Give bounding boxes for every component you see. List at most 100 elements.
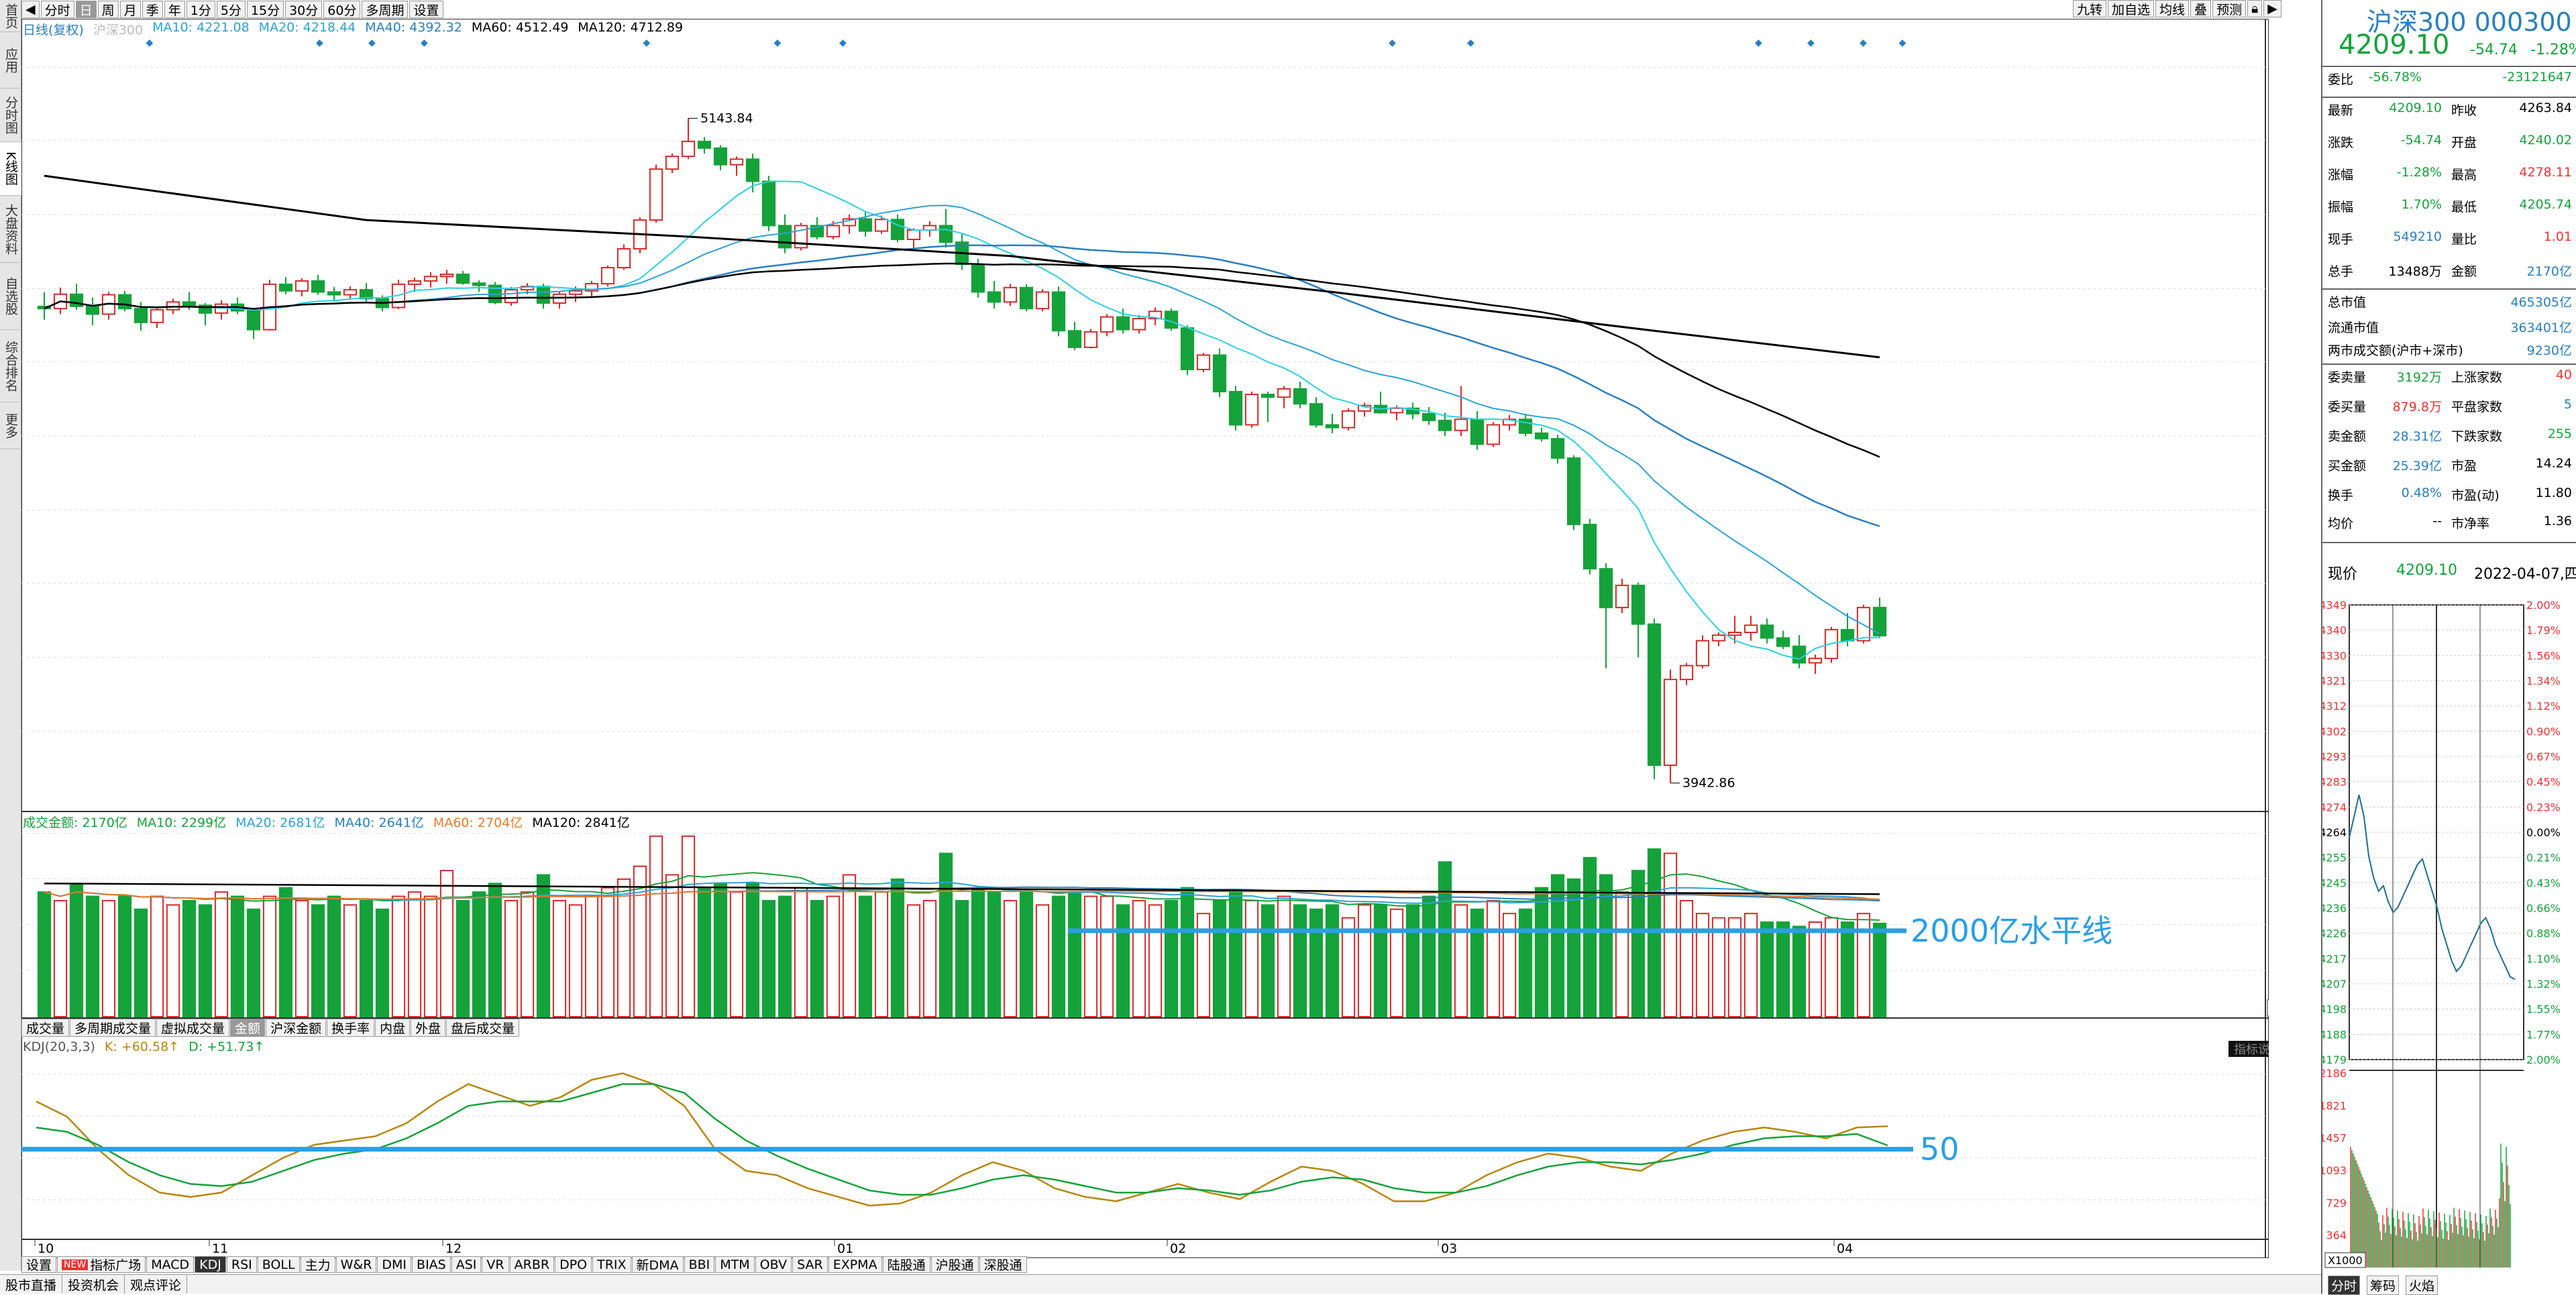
sub-tab-6[interactable]: 内盘 bbox=[375, 1019, 411, 1037]
indicator-tab-4[interactable]: RSI bbox=[226, 1256, 257, 1273]
indicator-tab-23[interactable]: 深股通 bbox=[979, 1256, 1027, 1273]
period-1[interactable]: 日 bbox=[75, 1, 97, 18]
period-5[interactable]: 年 bbox=[164, 1, 185, 18]
intraday-mini-chart[interactable]: 4349 2.00% 4340 1.79% 4330 1.56% 4321 1.34% 4312… bbox=[2322, 590, 2576, 1274]
back-arrow-icon[interactable]: ◀ bbox=[21, 1, 40, 18]
candle bbox=[455, 271, 470, 285]
sidebar-item-0[interactable]: 首页 bbox=[0, 0, 21, 32]
indicator-tab-6[interactable]: 主力 bbox=[300, 1256, 335, 1273]
candle-body bbox=[1003, 286, 1018, 303]
period-8[interactable]: 15分 bbox=[246, 1, 284, 18]
event-marker-icon[interactable]: ◆ bbox=[421, 38, 428, 48]
event-marker-icon[interactable]: ◆ bbox=[1807, 38, 1815, 48]
sub-tab-8[interactable]: 盘后成交量 bbox=[446, 1019, 520, 1037]
kdj-help-button[interactable] bbox=[2229, 1041, 2269, 1057]
event-marker-icon[interactable]: ◆ bbox=[1860, 38, 1867, 48]
indicator-tab-5[interactable]: BOLL bbox=[257, 1256, 300, 1273]
period-0[interactable]: 分时 bbox=[40, 1, 74, 18]
indicator-tab-1[interactable]: NEW 指标广场 bbox=[57, 1256, 146, 1273]
footer-btn-2[interactable]: 观点评论 bbox=[125, 1275, 188, 1294]
sub-tab-4[interactable]: 沪深金额 bbox=[266, 1019, 327, 1037]
period-9[interactable]: 30分 bbox=[285, 1, 323, 18]
period-11[interactable]: 多周期 bbox=[362, 1, 409, 18]
indicator-tab-3[interactable]: KDJ bbox=[195, 1256, 226, 1273]
indicator-tab-21[interactable]: 陆股通 bbox=[882, 1256, 930, 1273]
period-10[interactable]: 60分 bbox=[323, 1, 361, 18]
volume-legend-5: MA120: 2841亿 bbox=[532, 815, 630, 830]
event-marker-icon[interactable]: ◆ bbox=[316, 38, 323, 48]
top-right-btn-1[interactable]: 加自选 bbox=[2108, 0, 2155, 17]
indicator-tab-0[interactable]: 设置 bbox=[21, 1256, 57, 1273]
top-right-btn-0[interactable]: 九转 bbox=[2073, 0, 2107, 17]
sub-tab-5[interactable]: 换手率 bbox=[327, 1019, 375, 1037]
indicator-tab-19[interactable]: SAR bbox=[792, 1256, 828, 1273]
kline-chart-svg[interactable]: 5236510449704836470445704436430441704036… bbox=[21, 19, 2269, 1258]
sidebar-item-2[interactable]: 分时图 bbox=[0, 89, 21, 142]
period-12[interactable]: 设置 bbox=[409, 1, 443, 18]
lock-icon[interactable]: 🔒︎ bbox=[2247, 0, 2263, 17]
period-4[interactable]: 季 bbox=[142, 1, 163, 18]
indicator-tab-2[interactable]: MACD bbox=[146, 1256, 195, 1273]
footer-btn-0[interactable]: 股市直播 bbox=[0, 1275, 63, 1294]
indicator-tab-8[interactable]: DMI bbox=[377, 1256, 412, 1273]
mini-left-17: 4188 bbox=[2322, 1028, 2347, 1041]
indicator-tab-16[interactable]: BBI bbox=[684, 1256, 715, 1273]
candle bbox=[407, 277, 422, 292]
sidebar-item-4[interactable]: 大盘资料 bbox=[0, 196, 21, 263]
sub-tab-1[interactable]: 多周期成交量 bbox=[70, 1019, 156, 1037]
event-marker-icon[interactable]: ◆ bbox=[1389, 38, 1396, 48]
chart-area[interactable]: 5236510449704836470445704436430441704036… bbox=[21, 19, 2269, 1258]
sub-tab-2[interactable]: 虚拟成交量 bbox=[156, 1019, 230, 1037]
indicator-tab-14[interactable]: TRIX bbox=[592, 1256, 631, 1273]
candle bbox=[1486, 422, 1501, 447]
sidebar-item-1[interactable]: 应用 bbox=[0, 32, 21, 89]
period-2[interactable]: 周 bbox=[97, 1, 119, 18]
volume-bar bbox=[1421, 895, 1436, 1017]
event-marker-icon[interactable]: ◆ bbox=[1899, 38, 1907, 48]
sub-tab-7[interactable]: 外盘 bbox=[411, 1019, 446, 1037]
indicator-tab-12[interactable]: ARBR bbox=[509, 1256, 555, 1273]
vol-ma-120 bbox=[44, 883, 1880, 895]
sidebar-item-7[interactable]: 更多 bbox=[0, 402, 21, 449]
sidebar-item-5[interactable]: 自选股 bbox=[0, 263, 21, 330]
expand-icon[interactable]: ▶ bbox=[2263, 0, 2282, 17]
period-6[interactable]: 1分 bbox=[186, 1, 215, 18]
top-right-btn-3[interactable]: 叠 bbox=[2190, 0, 2212, 17]
mini-tab-1[interactable]: 筹码 bbox=[2367, 1276, 2400, 1295]
mini-tab-0[interactable]: 分时 bbox=[2328, 1276, 2361, 1295]
candle bbox=[1534, 427, 1549, 442]
period-3[interactable]: 月 bbox=[119, 1, 141, 18]
event-marker-icon[interactable]: ◆ bbox=[839, 38, 847, 48]
volume-bar bbox=[1373, 904, 1388, 1018]
volume-bar bbox=[858, 895, 873, 1017]
event-marker-icon[interactable]: ◆ bbox=[643, 38, 651, 48]
indicator-tab-20[interactable]: EXPMA bbox=[828, 1256, 882, 1273]
sub-tab-3[interactable]: 金额 bbox=[230, 1019, 266, 1037]
event-marker-icon[interactable]: ◆ bbox=[1467, 38, 1474, 48]
mini-tab-2[interactable]: 火焰 bbox=[2406, 1276, 2438, 1295]
indicator-tab-22[interactable]: 沪股通 bbox=[930, 1256, 979, 1273]
mini-left-10: 4255 bbox=[2322, 852, 2347, 864]
top-right-btn-4[interactable]: 预测 bbox=[2212, 0, 2247, 17]
indicator-tab-13[interactable]: DPO bbox=[555, 1256, 592, 1273]
indicator-tab-10[interactable]: ASI bbox=[451, 1256, 482, 1273]
sidebar-item-3[interactable]: K线图 bbox=[0, 142, 21, 196]
footer-btn-1[interactable]: 投资机会 bbox=[62, 1275, 125, 1294]
volume-bar bbox=[214, 891, 229, 1017]
event-marker-icon[interactable]: ◆ bbox=[1755, 38, 1762, 48]
indicator-tab-17[interactable]: MTM bbox=[715, 1256, 755, 1273]
top-right-btn-2[interactable]: 均线 bbox=[2155, 0, 2190, 17]
event-marker-icon[interactable]: ◆ bbox=[368, 38, 376, 48]
candle-body bbox=[278, 283, 293, 292]
indicator-tab-7[interactable]: W&R bbox=[335, 1256, 377, 1273]
event-marker-icon[interactable]: ◆ bbox=[146, 38, 154, 48]
sub-tab-0[interactable]: 成交量 bbox=[21, 1019, 70, 1037]
indicator-tab-9[interactable]: BIAS bbox=[412, 1256, 451, 1273]
kdj-k-line bbox=[36, 1072, 1888, 1206]
indicator-tab-11[interactable]: VR bbox=[482, 1256, 509, 1273]
event-marker-icon[interactable]: ◆ bbox=[774, 38, 782, 48]
indicator-tab-15[interactable]: 新DMA bbox=[631, 1256, 684, 1273]
indicator-tab-18[interactable]: OBV bbox=[755, 1256, 792, 1273]
period-7[interactable]: 5分 bbox=[216, 1, 246, 18]
sidebar-item-6[interactable]: 综合排名 bbox=[0, 330, 21, 402]
